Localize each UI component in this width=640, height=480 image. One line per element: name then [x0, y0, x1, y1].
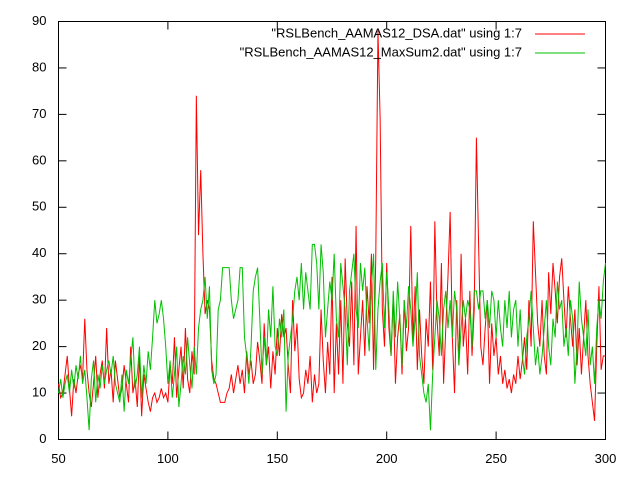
y-tick-label: 60 [32, 152, 46, 167]
x-tick-label: 50 [51, 451, 65, 466]
y-tick-label: 40 [32, 245, 46, 260]
x-tick-label: 150 [266, 451, 288, 466]
plot-frame [58, 21, 606, 440]
legend-label: "RSLBench_AAMAS12_MaxSum2.dat" using 1:7 [240, 44, 522, 59]
series-line [58, 30, 606, 421]
legend-label: "RSLBench_AAMAS12_DSA.dat" using 1:7 [271, 25, 522, 40]
x-tick-label: 200 [376, 451, 398, 466]
x-tick-label: 100 [157, 451, 179, 466]
x-tick-label: 300 [595, 451, 617, 466]
y-tick-label: 50 [32, 199, 46, 214]
y-tick-label: 10 [32, 384, 46, 399]
y-tick-label: 0 [39, 431, 46, 446]
x-tick-label: 250 [485, 451, 507, 466]
y-tick-label: 90 [32, 13, 46, 28]
y-tick-label: 80 [32, 59, 46, 74]
y-tick-label: 20 [32, 338, 46, 353]
series-line [58, 243, 606, 431]
y-tick-label: 70 [32, 106, 46, 121]
y-tick-label: 30 [32, 292, 46, 307]
